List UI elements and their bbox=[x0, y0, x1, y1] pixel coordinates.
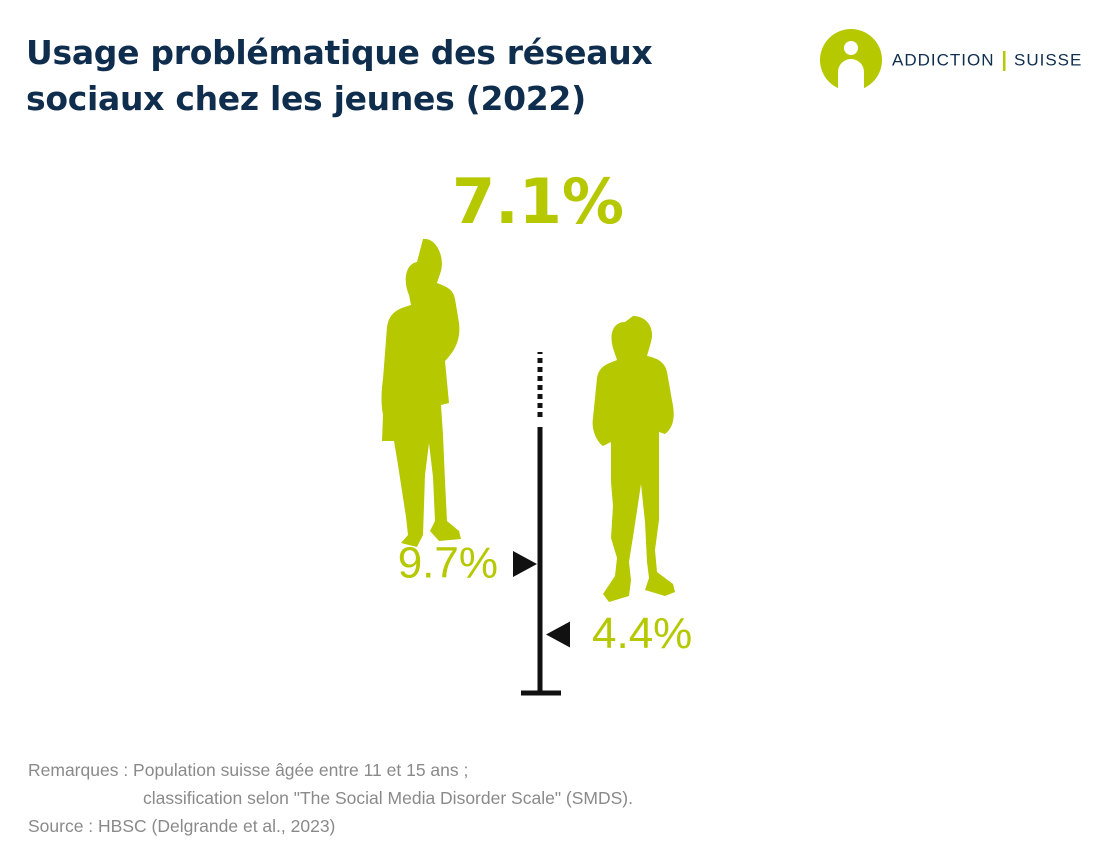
notes: Remarques : Population suisse âgée entre… bbox=[28, 756, 633, 840]
male-silhouette bbox=[592, 316, 675, 602]
value-label: 4.4% bbox=[592, 609, 692, 658]
value-marker bbox=[546, 621, 570, 648]
total-label: 7.1% bbox=[452, 165, 624, 238]
female-silhouette bbox=[381, 238, 461, 547]
logo-word: ADDICTION bbox=[892, 50, 995, 69]
logo-separator bbox=[1003, 51, 1006, 71]
value-label: 9.7% bbox=[398, 539, 498, 588]
note: classification selon "The Social Media D… bbox=[143, 788, 633, 808]
note: Remarques : Population suisse âgée entre… bbox=[28, 760, 469, 780]
logo-head bbox=[844, 41, 858, 55]
logo-body bbox=[838, 59, 864, 91]
value-marker bbox=[513, 550, 537, 577]
chart-title: Usage problématique des réseaux sociaux … bbox=[26, 33, 653, 118]
logo-word: SUISSE bbox=[1014, 50, 1082, 69]
logo: ADDICTION SUISSE bbox=[820, 29, 1082, 91]
note: Source : HBSC (Delgrande et al., 2023) bbox=[28, 816, 336, 836]
